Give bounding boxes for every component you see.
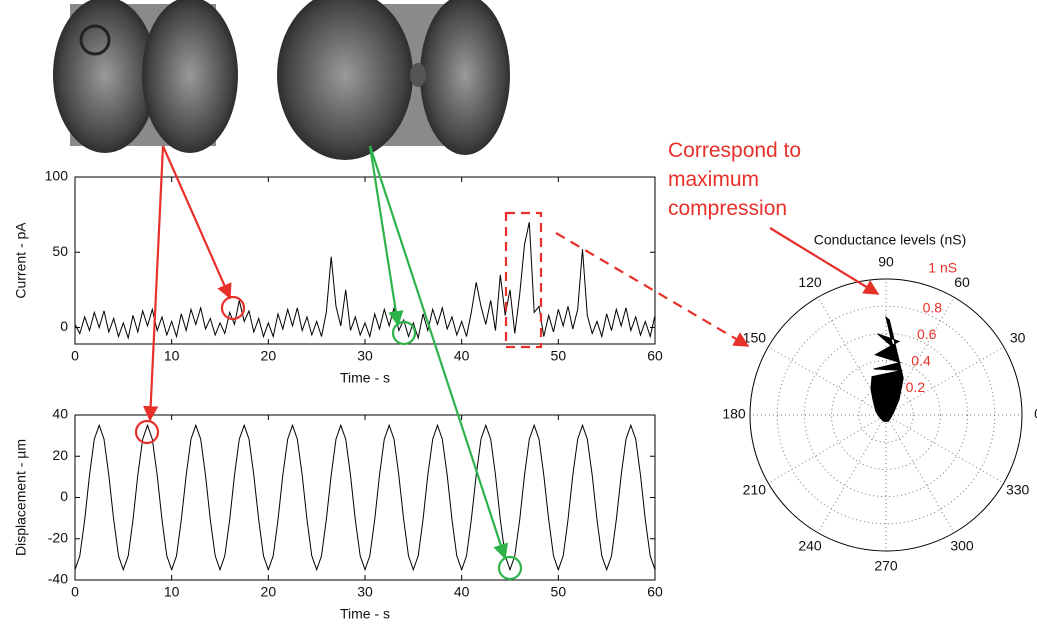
spoke <box>817 414 887 534</box>
angle-label: 0 <box>1034 406 1037 422</box>
y-tick-label: 100 <box>45 168 69 184</box>
x-tick-label: 30 <box>357 348 373 364</box>
spoke <box>885 414 1005 484</box>
spoke <box>885 296 955 416</box>
axes-box <box>74 176 656 345</box>
x-tick-label: 0 <box>71 348 79 364</box>
r-tick-label: 0.2 <box>906 379 926 395</box>
r-tick-label: 0.8 <box>923 299 943 315</box>
x-tick-label: 0 <box>71 584 79 600</box>
spoke <box>767 346 887 416</box>
axes-box <box>74 414 656 581</box>
r-tick-label: 1 nS <box>928 260 957 276</box>
photo <box>277 0 510 160</box>
angle-label: 90 <box>878 254 894 270</box>
r-tick-label: 0.6 <box>917 326 937 342</box>
r-tick-label: 0.4 <box>911 352 931 368</box>
annotation: Correspond to <box>668 139 801 162</box>
y-tick-label: -40 <box>48 571 68 587</box>
x-tick-label: 30 <box>357 584 373 600</box>
x-tick-label: 40 <box>454 584 470 600</box>
x-axis-label: Time - s <box>340 606 390 622</box>
angle-label: 120 <box>798 274 822 290</box>
outer-ring <box>749 278 1023 552</box>
x-tick-label: 20 <box>261 584 277 600</box>
spoke <box>885 346 1005 416</box>
x-tick-label: 10 <box>164 584 180 600</box>
angle-label: 240 <box>798 537 822 553</box>
y-axis-label: Displacement - µm <box>13 439 29 556</box>
x-tick-label: 60 <box>647 348 663 364</box>
y-tick-label: 0 <box>60 488 68 504</box>
y-tick-label: -20 <box>48 529 68 545</box>
ring <box>776 305 996 525</box>
ring <box>831 360 941 470</box>
x-tick-label: 20 <box>261 348 277 364</box>
angle-label: 330 <box>1006 482 1030 498</box>
angle-label: 30 <box>1010 330 1026 346</box>
y-tick-label: 50 <box>52 243 68 259</box>
spoke <box>817 296 887 416</box>
x-tick-label: 60 <box>647 584 663 600</box>
spoke <box>885 414 955 534</box>
chart-title: Conductance levels (nS) <box>814 232 967 248</box>
data-line <box>74 423 656 572</box>
angle-label: 270 <box>874 558 898 574</box>
angle-label: 300 <box>950 537 974 553</box>
x-tick-label: 50 <box>551 348 567 364</box>
y-tick-label: 40 <box>52 406 68 422</box>
angle-label: 180 <box>722 406 746 422</box>
polar-data <box>870 315 904 422</box>
y-tick-label: 20 <box>52 447 68 463</box>
annotation: maximum <box>668 168 759 191</box>
data-line <box>74 221 656 340</box>
annotations <box>134 145 880 581</box>
ring <box>858 387 914 443</box>
x-tick-label: 40 <box>454 348 470 364</box>
y-tick-label: 0 <box>60 318 68 334</box>
y-axis-label: Current - pA <box>13 222 29 299</box>
x-tick-label: 50 <box>551 584 567 600</box>
x-axis-label: Time - s <box>340 370 390 386</box>
spoke <box>767 414 887 484</box>
photo <box>53 0 238 153</box>
angle-label: 60 <box>954 274 970 290</box>
angle-label: 210 <box>743 482 767 498</box>
x-tick-label: 10 <box>164 348 180 364</box>
angle-label: 150 <box>743 330 767 346</box>
ring <box>803 332 969 498</box>
annotation: compression <box>668 197 787 220</box>
